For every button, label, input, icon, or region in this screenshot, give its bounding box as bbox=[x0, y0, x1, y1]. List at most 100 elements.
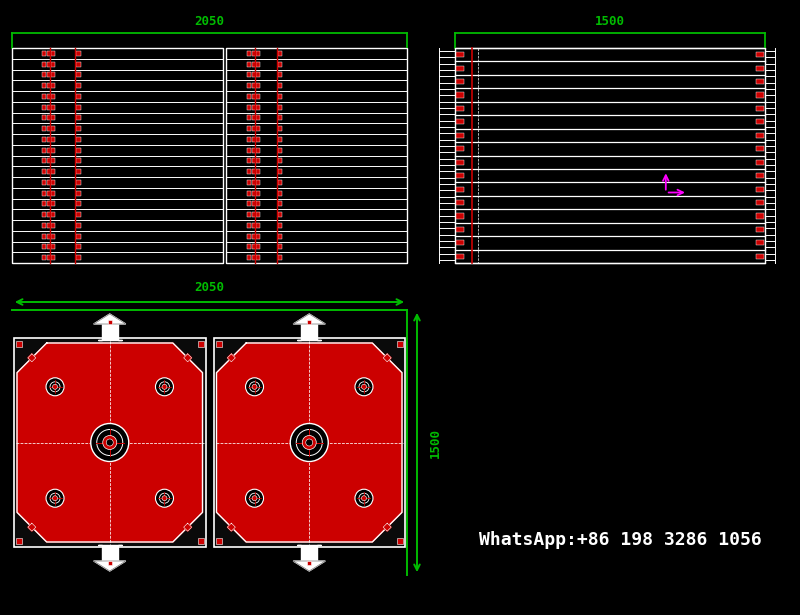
Bar bbox=[278, 255, 282, 260]
Bar bbox=[256, 51, 261, 56]
Bar bbox=[252, 255, 257, 260]
Bar bbox=[456, 160, 464, 165]
Bar bbox=[278, 212, 282, 217]
Bar bbox=[278, 169, 282, 174]
Bar bbox=[42, 83, 46, 88]
Bar bbox=[42, 126, 46, 131]
Bar bbox=[42, 202, 46, 206]
Bar bbox=[252, 169, 257, 174]
Bar bbox=[256, 148, 261, 153]
Bar bbox=[42, 234, 46, 239]
Bar bbox=[247, 191, 251, 196]
Circle shape bbox=[46, 378, 64, 396]
Polygon shape bbox=[184, 354, 192, 362]
Bar bbox=[456, 146, 464, 151]
Bar bbox=[42, 116, 46, 121]
Bar bbox=[247, 148, 251, 153]
Bar bbox=[247, 169, 251, 174]
Bar bbox=[42, 244, 46, 249]
Bar bbox=[215, 341, 222, 347]
Bar bbox=[756, 106, 764, 111]
Bar bbox=[456, 213, 464, 218]
Bar bbox=[47, 244, 51, 249]
Bar bbox=[42, 159, 46, 164]
Bar bbox=[247, 51, 251, 56]
Bar bbox=[278, 180, 282, 184]
Bar bbox=[256, 202, 261, 206]
Bar bbox=[456, 133, 464, 138]
Bar bbox=[51, 94, 55, 99]
Bar bbox=[76, 148, 81, 153]
Bar bbox=[278, 159, 282, 164]
Bar bbox=[247, 94, 251, 99]
Bar bbox=[456, 66, 464, 71]
Bar bbox=[42, 62, 46, 66]
Bar bbox=[278, 137, 282, 142]
Bar bbox=[42, 105, 46, 109]
Bar bbox=[756, 186, 764, 192]
Bar bbox=[256, 180, 261, 184]
Bar bbox=[76, 105, 81, 109]
Bar bbox=[252, 159, 257, 164]
Bar bbox=[198, 341, 203, 347]
Bar bbox=[51, 212, 55, 217]
Circle shape bbox=[355, 378, 373, 396]
Bar bbox=[42, 169, 46, 174]
Bar bbox=[252, 212, 257, 217]
Bar bbox=[756, 254, 764, 259]
Text: 1500: 1500 bbox=[429, 427, 442, 458]
Bar bbox=[247, 73, 251, 77]
Bar bbox=[47, 212, 51, 217]
Bar bbox=[108, 320, 112, 324]
Bar bbox=[247, 159, 251, 164]
Bar bbox=[252, 202, 257, 206]
Bar bbox=[51, 116, 55, 121]
Bar bbox=[76, 83, 81, 88]
Bar bbox=[256, 73, 261, 77]
Bar bbox=[278, 51, 282, 56]
Bar bbox=[456, 79, 464, 84]
Bar bbox=[278, 105, 282, 109]
Bar bbox=[76, 159, 81, 164]
Polygon shape bbox=[94, 561, 126, 571]
Polygon shape bbox=[227, 523, 235, 531]
Bar bbox=[256, 234, 261, 239]
Bar bbox=[278, 94, 282, 99]
Bar bbox=[278, 191, 282, 196]
Bar bbox=[456, 254, 464, 259]
Polygon shape bbox=[184, 523, 192, 531]
Bar bbox=[756, 173, 764, 178]
Bar bbox=[51, 244, 55, 249]
Bar bbox=[76, 244, 81, 249]
Bar bbox=[252, 51, 257, 56]
Bar bbox=[42, 94, 46, 99]
Polygon shape bbox=[383, 354, 391, 362]
Circle shape bbox=[90, 424, 129, 461]
Bar bbox=[256, 116, 261, 121]
Bar bbox=[14, 338, 206, 547]
Bar bbox=[278, 148, 282, 153]
Bar bbox=[252, 234, 257, 239]
Bar bbox=[278, 202, 282, 206]
Bar bbox=[247, 244, 251, 249]
Bar bbox=[47, 73, 51, 77]
Bar bbox=[247, 223, 251, 228]
Bar bbox=[278, 234, 282, 239]
Bar bbox=[252, 105, 257, 109]
Bar bbox=[226, 48, 407, 263]
Bar bbox=[256, 62, 261, 66]
Circle shape bbox=[102, 435, 117, 450]
Bar bbox=[42, 212, 46, 217]
Bar bbox=[76, 191, 81, 196]
Bar bbox=[456, 186, 464, 192]
Circle shape bbox=[155, 378, 174, 396]
Bar bbox=[256, 126, 261, 131]
Polygon shape bbox=[383, 523, 391, 531]
Bar bbox=[397, 341, 403, 347]
Bar bbox=[47, 51, 51, 56]
Bar bbox=[252, 116, 257, 121]
Bar bbox=[198, 538, 203, 544]
Bar bbox=[76, 62, 81, 66]
Bar bbox=[47, 180, 51, 184]
Bar bbox=[247, 83, 251, 88]
